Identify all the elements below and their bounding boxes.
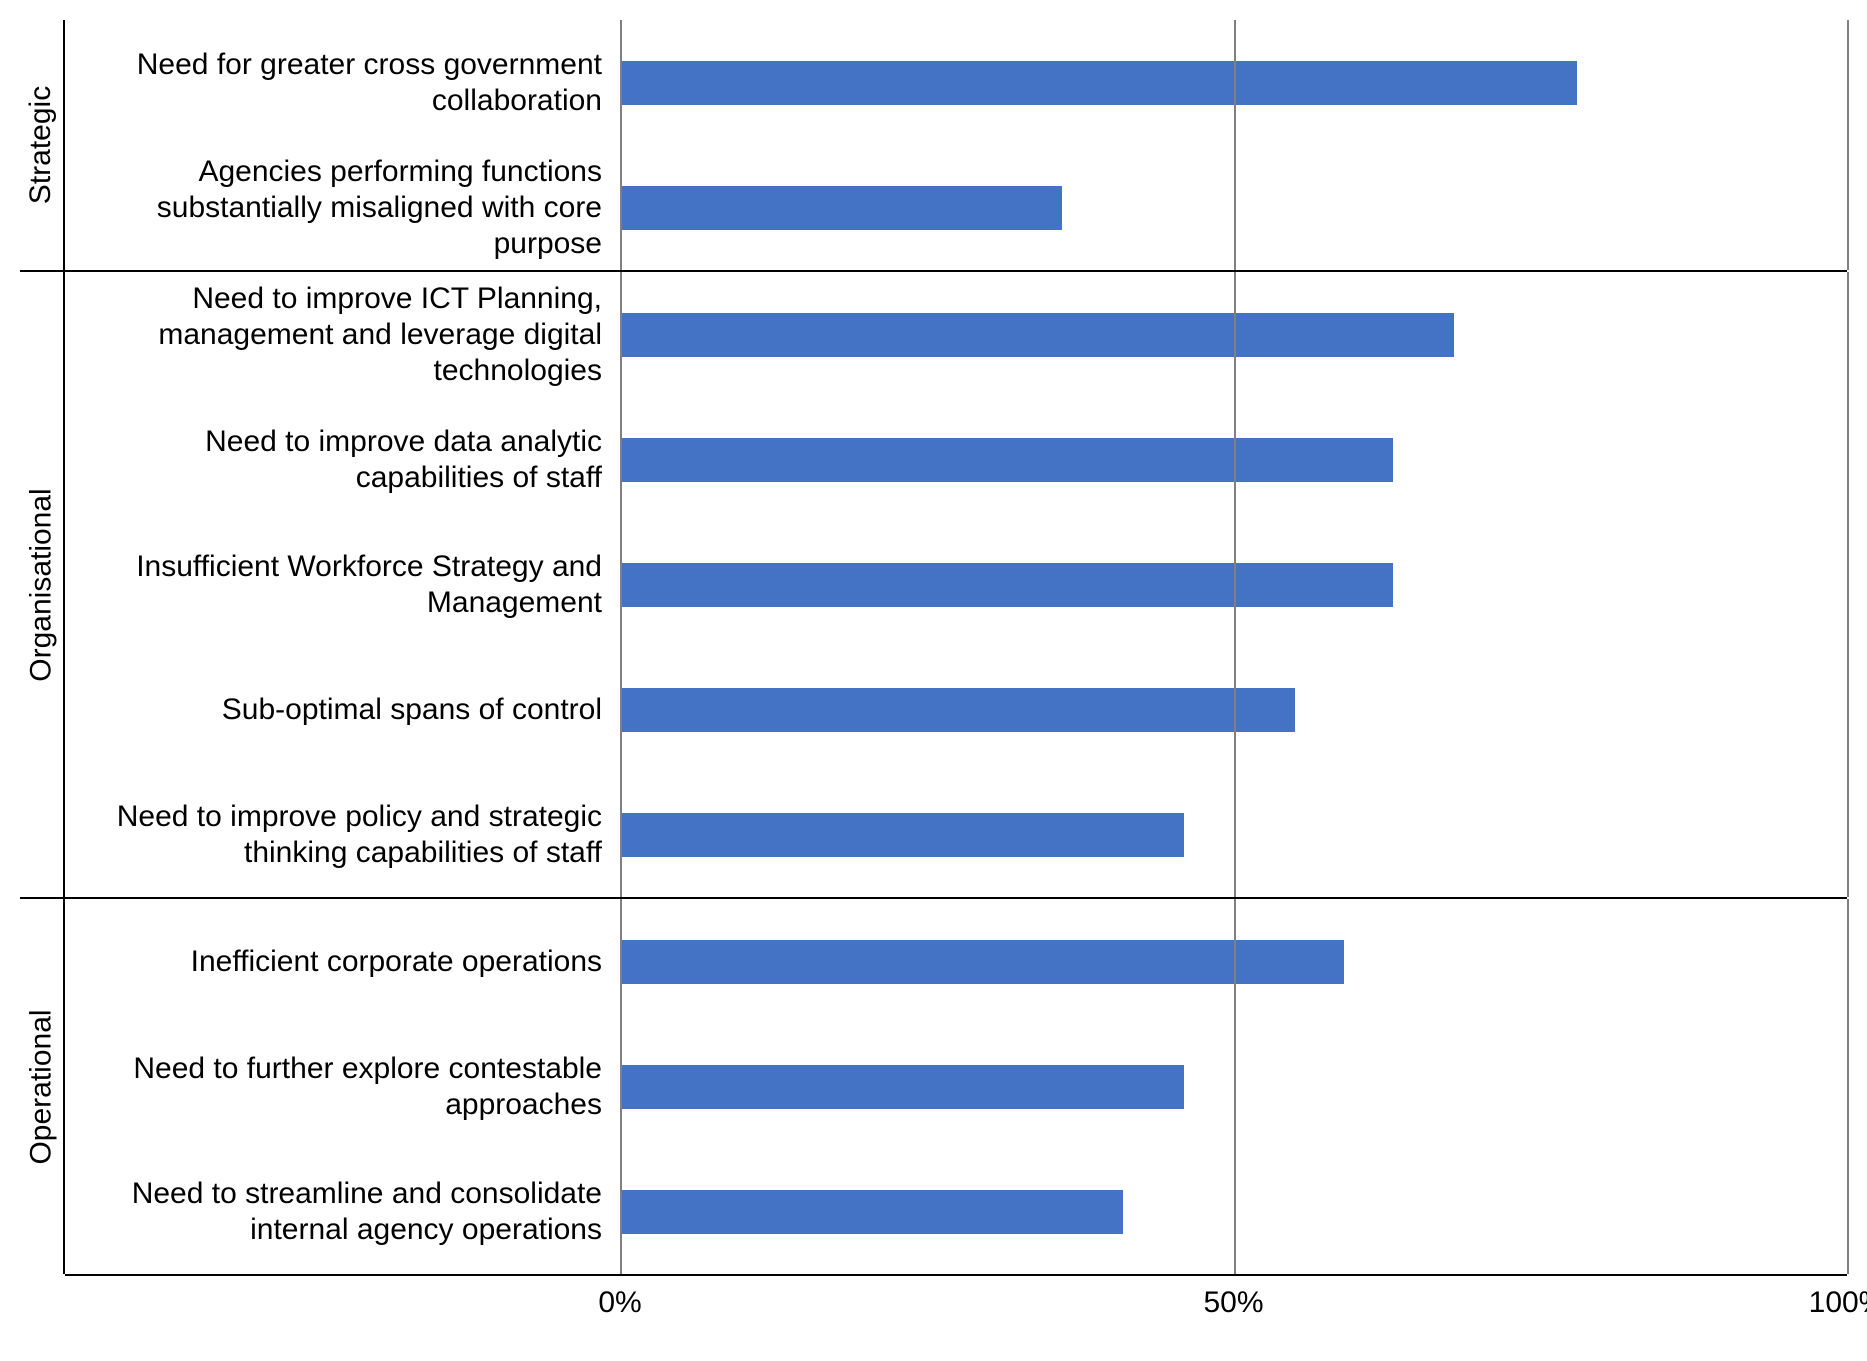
gridline [620,647,622,772]
bar-area [620,899,1847,1024]
gridline [620,772,622,897]
group-label: Operational [25,1009,59,1164]
group-label: Organisational [25,488,59,681]
gridline [1847,1149,1849,1274]
bar-label: Need to improve ICT Planning, management… [65,272,620,397]
group-strategic: StrategicNeed for greater cross governme… [20,20,1847,270]
horizontal-bar-chart: StrategicNeed for greater cross governme… [20,20,1847,1341]
gridline [1234,1024,1236,1149]
gridline [620,899,622,1024]
group-operational: OperationalInefficient corporate operati… [20,897,1847,1274]
bar-label: Insufficient Workforce Strategy and Mana… [65,522,620,647]
bar [620,438,1393,482]
group-rows: Need for greater cross government collab… [65,20,1847,270]
bar-area [620,1024,1847,1149]
bar [620,563,1393,607]
bar-label: Need for greater cross government collab… [65,20,620,145]
group-label: Strategic [25,86,59,204]
group-organisational: Organisational Need to improve ICT Planni… [20,270,1847,897]
gridline [1847,647,1849,772]
gridline [1234,272,1236,397]
bar-row: Need to streamline and consolidate inter… [65,1149,1847,1274]
bar-label: Need to improve policy and strategic thi… [65,772,620,897]
gridline [1847,772,1849,897]
bar-label: Need to streamline and consolidate inter… [65,1149,620,1274]
gridline [1234,899,1236,1024]
bar-area [620,772,1847,897]
bar-label: Need to further explore contestable appr… [65,1024,620,1149]
bar-area [620,397,1847,522]
gridline [1847,522,1849,647]
x-axis-ticks: 0%50%100% [620,1276,1847,1326]
gridline [1234,772,1236,897]
gridline [1847,397,1849,522]
bar-row: Need to improve ICT Planning, management… [65,272,1847,397]
bar-row: Agencies performing functions substantia… [65,145,1847,270]
gridline [1234,145,1236,270]
gridline [620,1149,622,1274]
gridline [1847,145,1849,270]
x-tick-label: 100% [1809,1286,1867,1320]
group-label-cell: Operational [20,899,65,1274]
bar-row: Insufficient Workforce Strategy and Mana… [65,522,1847,647]
bar-row: Need to improve data analytic capabiliti… [65,397,1847,522]
bar-label: Sub-optimal spans of control [65,647,620,772]
group-rows: Inefficient corporate operationsNeed to … [65,899,1847,1274]
bar [620,688,1295,732]
bar-area [620,1149,1847,1274]
bar-label: Need to improve data analytic capabiliti… [65,397,620,522]
bar-label: Agencies performing functions substantia… [65,145,620,270]
bar [620,1190,1123,1234]
bar-row: Inefficient corporate operations [65,899,1847,1024]
bar-area [620,647,1847,772]
x-tick-label: 0% [598,1286,641,1320]
group-label-cell: Organisational [20,272,65,897]
group-rows: Need to improve ICT Planning, management… [65,272,1847,897]
bar-area [620,522,1847,647]
bar-row: Need to further explore contestable appr… [65,1024,1847,1149]
bar-label: Inefficient corporate operations [65,899,620,1024]
gridline [620,522,622,647]
chart-body: StrategicNeed for greater cross governme… [20,20,1847,1274]
bar [620,813,1184,857]
bar-row: Sub-optimal spans of control [65,647,1847,772]
gridline [1234,397,1236,522]
gridline [620,20,622,145]
gridline [620,145,622,270]
gridline [1847,20,1849,145]
gridline [1847,899,1849,1024]
bar-row: Need for greater cross government collab… [65,20,1847,145]
bar-area [620,20,1847,145]
gridline [1234,1149,1236,1274]
x-tick-label: 50% [1203,1286,1263,1320]
gridline [620,397,622,522]
bar [620,186,1062,230]
gridline [1234,647,1236,772]
gridline [1847,272,1849,397]
bar-area [620,145,1847,270]
gridline [620,272,622,397]
gridline [1234,522,1236,647]
gridline [1234,20,1236,145]
bar [620,1065,1184,1109]
bar-area [620,272,1847,397]
bar-row: Need to improve policy and strategic thi… [65,772,1847,897]
bar [620,61,1577,105]
bar [620,313,1454,357]
gridline [1847,1024,1849,1149]
group-label-cell: Strategic [20,20,65,270]
gridline [620,1024,622,1149]
